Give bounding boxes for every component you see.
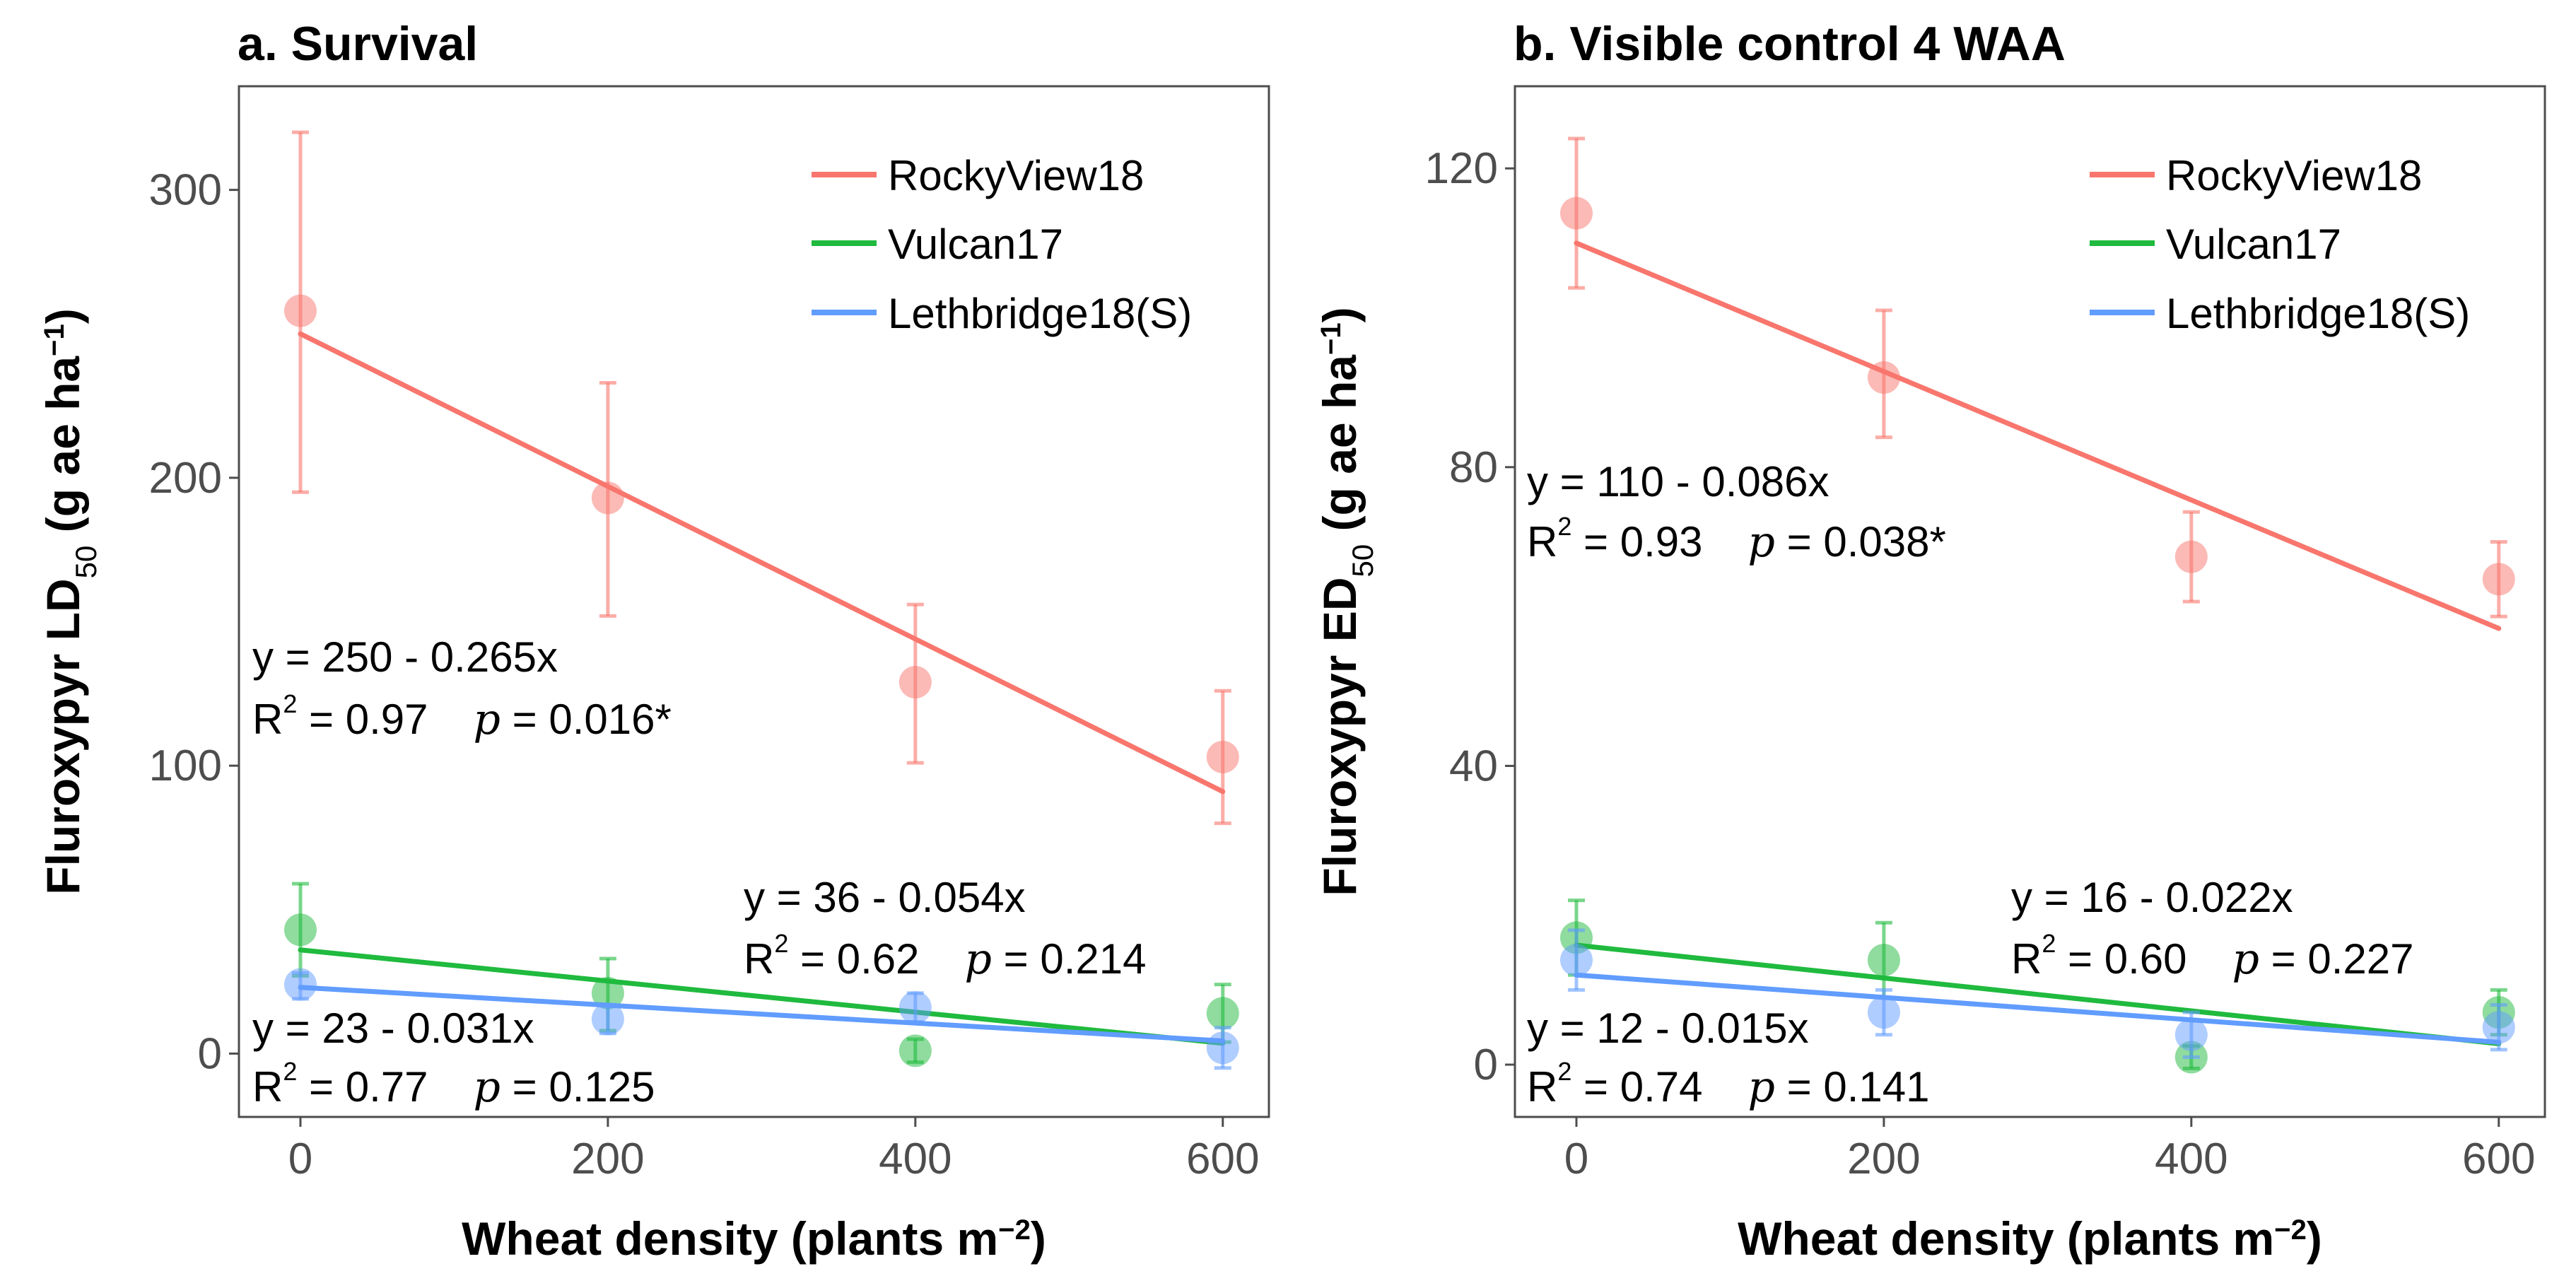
regression-annotation: y = 16 - 0.022x R2 = 0.60 p = 0.227 [2011,874,2413,984]
data-point [2174,540,2208,573]
regression-stats: R2 = 0.74 p = 0.141 [1527,1057,1929,1112]
legend: RockyView18 Vulcan17 Lethbridge18(S) [2090,152,2470,337]
legend: RockyView18 Vulcan17 Lethbridge18(S) [812,152,1192,337]
x-axis-title: Wheat density (plants m−2) [1738,1212,2322,1265]
data-point [2482,1011,2515,1044]
panel-title: b. Visible control 4 WAA [1514,17,2066,71]
regression-equation: y = 36 - 0.054x [744,874,1026,921]
series-rockyview18 [283,130,1239,826]
y-axis-title: Fluroxypyr ED50 (g ae ha−1) [1313,307,1379,896]
y-axis-title: Fluroxypyr LD50 (g ae ha−1) [37,308,103,894]
regression-annotation: y = 12 - 0.015x R2 = 0.74 p = 0.141 [1527,1005,1929,1112]
data-point [898,666,932,699]
regression-annotation: y = 23 - 0.031x R2 = 0.77 p = 0.125 [252,1005,655,1112]
plot-border [238,85,1270,1118]
legend-label: Vulcan17 [888,221,1063,268]
regression-equation: y = 12 - 0.015x [1527,1005,1809,1052]
regression-equation: y = 16 - 0.022x [2011,874,2293,921]
series-lethbridge18-s [1559,928,2515,1059]
data-point [2174,1018,2208,1051]
legend-label: Lethbridge18(S) [2166,290,2470,337]
fit-line [1574,240,2502,631]
x-tick-label: 200 [571,1135,644,1183]
regression-stats: R2 = 0.77 p = 0.125 [252,1057,655,1112]
fit-line [1574,972,2502,1045]
regression-equation: y = 110 - 0.086x [1527,458,1829,505]
data-point [1206,997,1239,1030]
data-point [898,991,932,1024]
y-tick-label: 0 [1474,1041,1498,1089]
data-point [1206,1031,1239,1065]
regression-stats: R2 = 0.93 p = 0.038* [1527,512,1946,567]
plot-border [1514,85,2546,1118]
panel-title: a. Survival [238,17,478,71]
regression-equation: y = 250 - 0.265x [252,633,558,681]
x-tick-label: 600 [1186,1135,1259,1183]
y-tick-label: 200 [149,454,222,503]
data-point [283,913,317,947]
data-point [283,968,317,1001]
regression-annotation: y = 36 - 0.054x R2 = 0.62 p = 0.214 [744,874,1146,984]
x-tick-label: 0 [288,1135,312,1183]
regression-stats: R2 = 0.97 p = 0.016* [252,689,672,744]
data-point [1206,740,1239,773]
panel-b: b. Visible control 4 WAA 0 40 80 120 0 200 400 6… [1313,17,2546,1265]
series-rockyview18 [1559,136,2515,631]
legend-label: RockyView18 [888,152,1144,199]
regression-stats: R2 = 0.60 p = 0.227 [2011,929,2413,984]
y-tick-label: 40 [1449,742,1498,790]
data-point [1867,996,1900,1029]
legend-label: Lethbridge18(S) [888,290,1192,337]
legend-label: Vulcan17 [2166,221,2341,268]
data-point [2482,563,2515,596]
regression-stats: R2 = 0.62 p = 0.214 [744,929,1146,984]
data-point [283,294,317,327]
x-tick-label: 400 [879,1135,952,1183]
fit-line [298,947,1226,1046]
regression-annotation: y = 110 - 0.086x R2 = 0.93 p = 0.038* [1527,458,1946,567]
y-tick-label: 120 [1425,144,1498,193]
data-point [1867,944,1900,977]
data-point [591,976,624,1009]
regression-equation: y = 23 - 0.031x [252,1005,534,1052]
x-tick-label: 0 [1564,1135,1588,1183]
fit-line [298,985,1226,1043]
x-tick-label: 200 [1847,1135,1920,1183]
fit-line [298,331,1226,795]
y-tick-label: 300 [149,166,222,215]
regression-annotation: y = 250 - 0.265x R2 = 0.97 p = 0.016* [252,633,672,744]
series-lethbridge18-s [283,968,1239,1070]
panel-a: a. Survival 0 100 200 300 0 200 400 600 Wheat den… [37,17,1270,1265]
x-tick-label: 400 [2155,1135,2227,1183]
fit-line [1574,942,2502,1046]
data-point [1559,197,1593,230]
x-axis-title: Wheat density (plants m−2) [462,1212,1046,1265]
x-tick-label: 600 [2462,1135,2535,1183]
data-point [1559,944,1593,977]
data-point [898,1034,932,1067]
legend-label: RockyView18 [2166,152,2422,199]
y-tick-label: 100 [149,742,222,790]
y-tick-label: 0 [198,1029,222,1078]
y-tick-label: 80 [1449,443,1498,492]
data-point [591,1002,624,1036]
